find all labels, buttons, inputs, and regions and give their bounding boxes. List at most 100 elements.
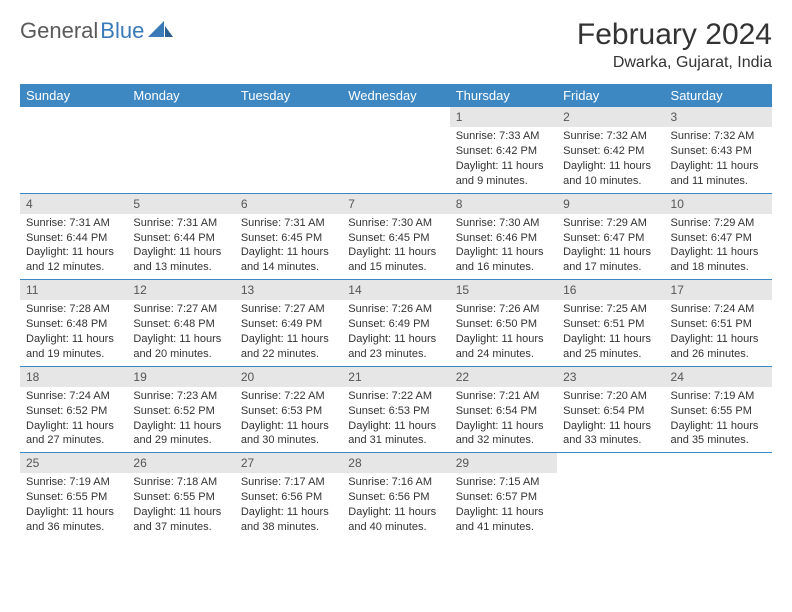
calendar-day-cell: 14Sunrise: 7:26 AMSunset: 6:49 PMDayligh… — [342, 280, 449, 367]
calendar-day-cell: 9Sunrise: 7:29 AMSunset: 6:47 PMDaylight… — [557, 193, 664, 280]
sunset-text: Sunset: 6:42 PM — [456, 144, 551, 159]
daylight-text: Daylight: 11 hours and 22 minutes. — [241, 332, 336, 362]
sunrise-text: Sunrise: 7:16 AM — [348, 475, 443, 490]
sunrise-text: Sunrise: 7:31 AM — [26, 216, 121, 231]
daylight-text: Daylight: 11 hours and 26 minutes. — [671, 332, 766, 362]
day-number: 27 — [235, 453, 342, 473]
day-body: Sunrise: 7:31 AMSunset: 6:45 PMDaylight:… — [235, 214, 342, 279]
day-body: Sunrise: 7:24 AMSunset: 6:51 PMDaylight:… — [665, 300, 772, 365]
sunrise-text: Sunrise: 7:30 AM — [348, 216, 443, 231]
daylight-text: Daylight: 11 hours and 17 minutes. — [563, 245, 658, 275]
logo-word1: General — [20, 18, 98, 44]
day-body: Sunrise: 7:31 AMSunset: 6:44 PMDaylight:… — [20, 214, 127, 279]
calendar-week-row: 11Sunrise: 7:28 AMSunset: 6:48 PMDayligh… — [20, 280, 772, 367]
daylight-text: Daylight: 11 hours and 20 minutes. — [133, 332, 228, 362]
calendar-day-cell: 21Sunrise: 7:22 AMSunset: 6:53 PMDayligh… — [342, 366, 449, 453]
sunrise-text: Sunrise: 7:19 AM — [26, 475, 121, 490]
sunset-text: Sunset: 6:56 PM — [241, 490, 336, 505]
daylight-text: Daylight: 11 hours and 23 minutes. — [348, 332, 443, 362]
calendar-day-cell: 18Sunrise: 7:24 AMSunset: 6:52 PMDayligh… — [20, 366, 127, 453]
calendar-day-cell: 10Sunrise: 7:29 AMSunset: 6:47 PMDayligh… — [665, 193, 772, 280]
day-number: 20 — [235, 367, 342, 387]
daylight-text: Daylight: 11 hours and 29 minutes. — [133, 419, 228, 449]
calendar-day-cell: 19 Sunrise: 7:23 AMSunset: 6:52 PMDayligh… — [127, 366, 234, 453]
day-number: 14 — [342, 280, 449, 300]
sunset-text: Sunset: 6:54 PM — [563, 404, 658, 419]
daylight-text: Daylight: 11 hours and 13 minutes. — [133, 245, 228, 275]
calendar-day-cell: 13Sunrise: 7:27 AMSunset: 6:49 PMDayligh… — [235, 280, 342, 367]
sunrise-text: Sunrise: 7:21 AM — [456, 389, 551, 404]
calendar-body: 1Sunrise: 7:33 AMSunset: 6:42 PMDaylight… — [20, 107, 772, 539]
daylight-text: Daylight: 11 hours and 15 minutes. — [348, 245, 443, 275]
sunrise-text: Sunrise: 7:22 AM — [241, 389, 336, 404]
daylight-text: Daylight: 11 hours and 12 minutes. — [26, 245, 121, 275]
daylight-text: Daylight: 11 hours and 30 minutes. — [241, 419, 336, 449]
day-number: 22 — [450, 367, 557, 387]
sunset-text: Sunset: 6:54 PM — [456, 404, 551, 419]
day-body: Sunrise: 7:19 AMSunset: 6:55 PMDaylight:… — [665, 387, 772, 452]
sunrise-text: Sunrise: 7:24 AM — [671, 302, 766, 317]
day-body: Sunrise: 7:29 AMSunset: 6:47 PMDaylight:… — [665, 214, 772, 279]
day-number: 6 — [235, 194, 342, 214]
daylight-text: Daylight: 11 hours and 16 minutes. — [456, 245, 551, 275]
calendar-day-cell: 3Sunrise: 7:32 AMSunset: 6:43 PMDaylight… — [665, 107, 772, 193]
sunset-text: Sunset: 6:49 PM — [241, 317, 336, 332]
sunrise-text: Sunrise: 7:25 AM — [563, 302, 658, 317]
calendar-day-cell: 25Sunrise: 7:19 AMSunset: 6:55 PMDayligh… — [20, 453, 127, 539]
calendar-day-cell: 26Sunrise: 7:18 AMSunset: 6:55 PMDayligh… — [127, 453, 234, 539]
sunrise-text: Sunrise: 7:31 AM — [241, 216, 336, 231]
day-number: 12 — [127, 280, 234, 300]
sunset-text: Sunset: 6:47 PM — [563, 231, 658, 246]
sunrise-text: Sunrise: 7:32 AM — [671, 129, 766, 144]
sunset-text: Sunset: 6:52 PM — [26, 404, 121, 419]
sunset-text: Sunset: 6:52 PM — [133, 404, 228, 419]
daylight-text: Daylight: 11 hours and 11 minutes. — [671, 159, 766, 189]
calendar-day-cell — [20, 107, 127, 193]
logo-sail-icon — [148, 20, 174, 38]
weekday-header: Friday — [557, 84, 664, 107]
calendar-day-cell: 8Sunrise: 7:30 AMSunset: 6:46 PMDaylight… — [450, 193, 557, 280]
daylight-text: Daylight: 11 hours and 32 minutes. — [456, 419, 551, 449]
weekday-header: Wednesday — [342, 84, 449, 107]
sunrise-text: Sunrise: 7:28 AM — [26, 302, 121, 317]
calendar-day-cell — [127, 107, 234, 193]
day-body: Sunrise: 7:22 AMSunset: 6:53 PMDaylight:… — [342, 387, 449, 452]
daylight-text: Daylight: 11 hours and 33 minutes. — [563, 419, 658, 449]
sunset-text: Sunset: 6:47 PM — [671, 231, 766, 246]
calendar-day-cell — [235, 107, 342, 193]
month-title: February 2024 — [577, 18, 772, 52]
calendar-day-cell: 16Sunrise: 7:25 AMSunset: 6:51 PMDayligh… — [557, 280, 664, 367]
weekday-header: Tuesday — [235, 84, 342, 107]
sunset-text: Sunset: 6:46 PM — [456, 231, 551, 246]
day-body: Sunrise: 7:30 AMSunset: 6:45 PMDaylight:… — [342, 214, 449, 279]
calendar-day-cell: 15Sunrise: 7:26 AMSunset: 6:50 PMDayligh… — [450, 280, 557, 367]
day-number: 29 — [450, 453, 557, 473]
day-number: 28 — [342, 453, 449, 473]
calendar-day-cell: 28Sunrise: 7:16 AMSunset: 6:56 PMDayligh… — [342, 453, 449, 539]
calendar-day-cell: 24Sunrise: 7:19 AMSunset: 6:55 PMDayligh… — [665, 366, 772, 453]
day-body: Sunrise: 7:26 AMSunset: 6:50 PMDaylight:… — [450, 300, 557, 365]
day-body: Sunrise: 7:17 AMSunset: 6:56 PMDaylight:… — [235, 473, 342, 538]
day-number: 21 — [342, 367, 449, 387]
sunset-text: Sunset: 6:55 PM — [671, 404, 766, 419]
day-number: 19 — [127, 367, 234, 387]
calendar-day-cell: 23Sunrise: 7:20 AMSunset: 6:54 PMDayligh… — [557, 366, 664, 453]
day-body: Sunrise: 7:29 AMSunset: 6:47 PMDaylight:… — [557, 214, 664, 279]
weekday-header: Sunday — [20, 84, 127, 107]
sunrise-text: Sunrise: 7:23 AM — [133, 389, 228, 404]
calendar-day-cell: 12Sunrise: 7:27 AMSunset: 6:48 PMDayligh… — [127, 280, 234, 367]
day-number: 4 — [20, 194, 127, 214]
daylight-text: Daylight: 11 hours and 10 minutes. — [563, 159, 658, 189]
day-number: 13 — [235, 280, 342, 300]
calendar-day-cell: 1Sunrise: 7:33 AMSunset: 6:42 PMDaylight… — [450, 107, 557, 193]
day-body: Sunrise: 7:28 AMSunset: 6:48 PMDaylight:… — [20, 300, 127, 365]
weekday-header: Thursday — [450, 84, 557, 107]
sunset-text: Sunset: 6:48 PM — [26, 317, 121, 332]
day-body: Sunrise: 7:20 AMSunset: 6:54 PMDaylight:… — [557, 387, 664, 452]
sunrise-text: Sunrise: 7:22 AM — [348, 389, 443, 404]
day-number: 2 — [557, 107, 664, 127]
day-body: Sunrise: 7:33 AMSunset: 6:42 PMDaylight:… — [450, 127, 557, 192]
sunset-text: Sunset: 6:44 PM — [133, 231, 228, 246]
calendar-week-row: 25Sunrise: 7:19 AMSunset: 6:55 PMDayligh… — [20, 453, 772, 539]
daylight-text: Daylight: 11 hours and 38 minutes. — [241, 505, 336, 535]
